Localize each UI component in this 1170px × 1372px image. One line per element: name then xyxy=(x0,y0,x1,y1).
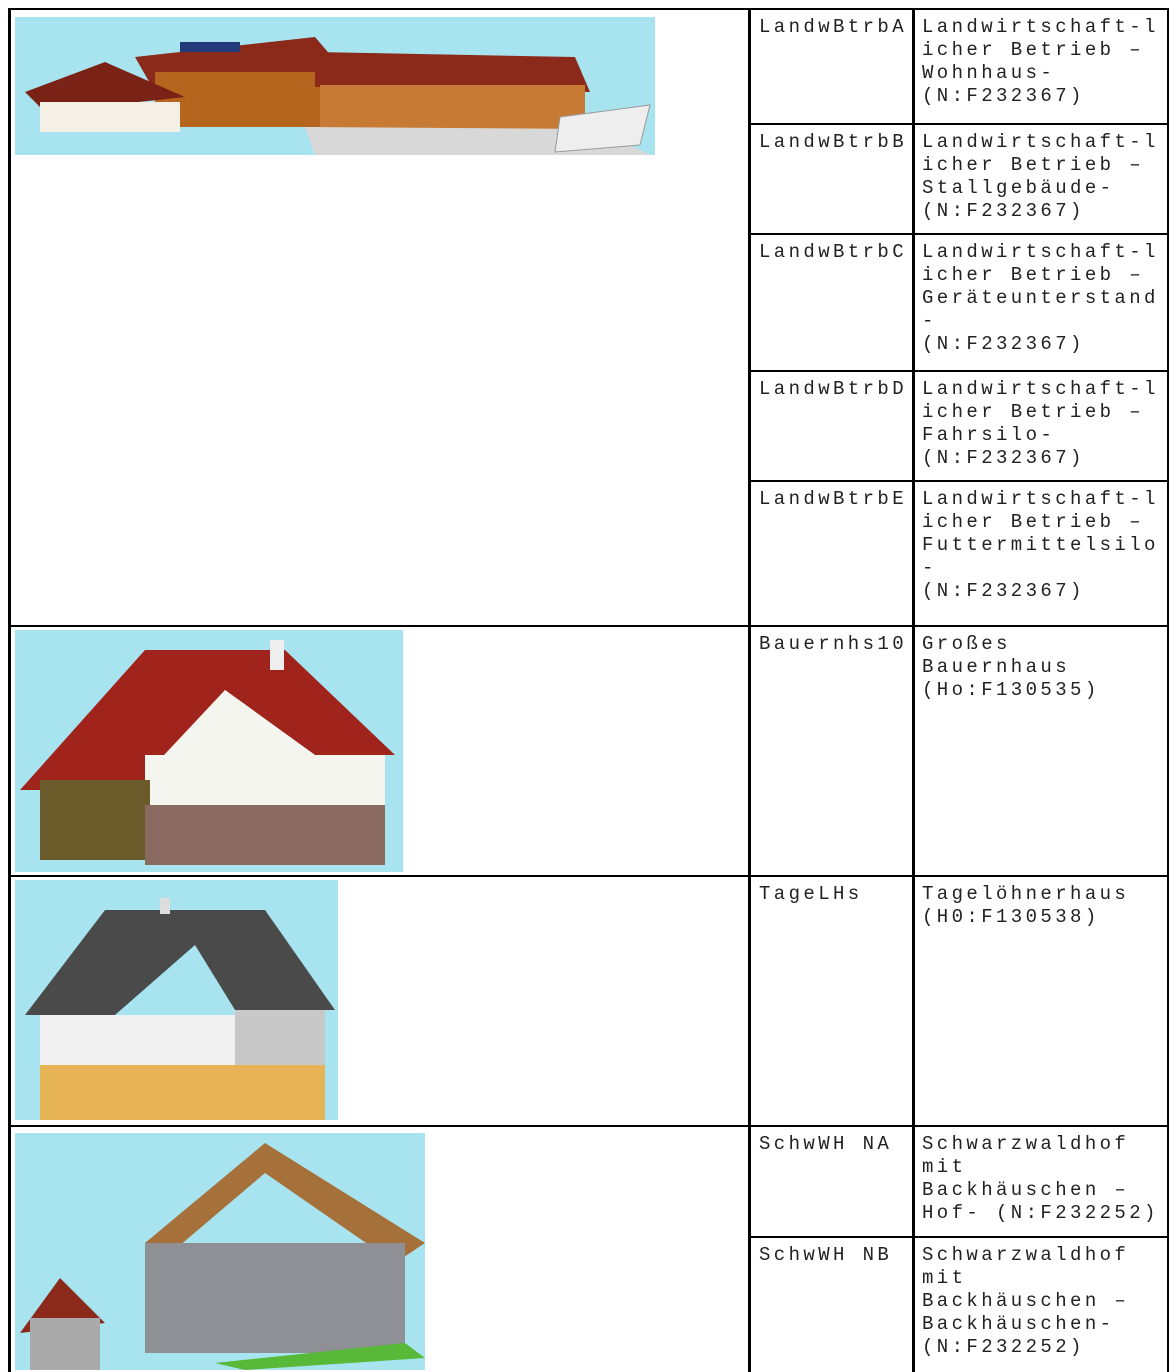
item-description: mit xyxy=(922,1267,967,1289)
item-code: LandwBtrbA xyxy=(759,16,908,38)
illustration-farmhouse xyxy=(15,630,403,872)
item-description: icher Betrieb – xyxy=(922,264,1145,286)
item-description: Hof- (N:F232252) xyxy=(922,1202,1159,1224)
item-description: Landwirtschaft-l xyxy=(922,131,1159,153)
border xyxy=(8,875,1169,877)
item-description: (N:F232367) xyxy=(922,85,1085,107)
item-description: (N:F232367) xyxy=(922,333,1085,355)
illustration-black-forest-farm xyxy=(15,1133,425,1370)
item-code: TageLHs xyxy=(759,883,863,905)
item-description: Backhäuschen – xyxy=(922,1290,1130,1312)
item-description: (N:F232367) xyxy=(922,200,1085,222)
border xyxy=(8,8,1169,10)
item-description: (N:F232252) xyxy=(922,1336,1085,1358)
border xyxy=(748,233,1169,235)
item-code: LandwBtrbC xyxy=(759,241,908,263)
item-description: Landwirtschaft-l xyxy=(922,378,1159,400)
item-description: - xyxy=(922,310,937,332)
item-description: Fahrsilo- xyxy=(922,424,1056,446)
item-description: Wohnhaus- xyxy=(922,62,1056,84)
border xyxy=(748,1236,1169,1238)
item-description: (H0:F130538) xyxy=(922,906,1100,928)
item-description: icher Betrieb – xyxy=(922,511,1145,533)
illustration-farm xyxy=(15,17,655,155)
item-description: Landwirtschaft-l xyxy=(922,16,1159,38)
border xyxy=(8,8,11,1372)
item-description: Backhäuschen – xyxy=(922,1179,1130,1201)
item-description: Großes xyxy=(922,633,1011,655)
item-code: LandwBtrbD xyxy=(759,378,908,400)
border xyxy=(1167,8,1169,1372)
item-description: (N:F232367) xyxy=(922,580,1085,602)
item-description: Landwirtschaft-l xyxy=(922,241,1159,263)
border xyxy=(8,1125,1169,1127)
item-description: Backhäuschen- xyxy=(922,1313,1115,1335)
border xyxy=(748,8,751,1372)
border xyxy=(8,625,1169,627)
border xyxy=(912,8,915,1372)
item-code: LandwBtrbB xyxy=(759,131,908,153)
border xyxy=(748,370,1169,372)
item-description: icher Betrieb – xyxy=(922,401,1145,423)
item-code: SchwWH NB xyxy=(759,1244,893,1266)
item-description: Tagelöhnerhaus xyxy=(922,883,1130,905)
item-description: icher Betrieb – xyxy=(922,154,1145,176)
item-description: Schwarzwaldhof xyxy=(922,1244,1130,1266)
item-code: LandwBtrbE xyxy=(759,488,908,510)
border xyxy=(748,480,1169,482)
border xyxy=(748,123,1169,125)
item-description: Landwirtschaft-l xyxy=(922,488,1159,510)
item-description: Bauernhaus xyxy=(922,656,1071,678)
item-description: Stallgebäude- xyxy=(922,177,1115,199)
item-description: (N:F232367) xyxy=(922,447,1085,469)
item-description: (Ho:F130535) xyxy=(922,679,1100,701)
item-description: Schwarzwaldhof xyxy=(922,1133,1130,1155)
item-description: - xyxy=(922,557,937,579)
item-description: mit xyxy=(922,1156,967,1178)
item-code: SchwWH NA xyxy=(759,1133,893,1155)
item-code: Bauernhs10 xyxy=(759,633,908,655)
item-description: Futtermittelsilo xyxy=(922,534,1159,556)
item-description: Geräteunterstand xyxy=(922,287,1159,309)
item-description: icher Betrieb – xyxy=(922,39,1145,61)
illustration-cottage xyxy=(15,880,338,1120)
